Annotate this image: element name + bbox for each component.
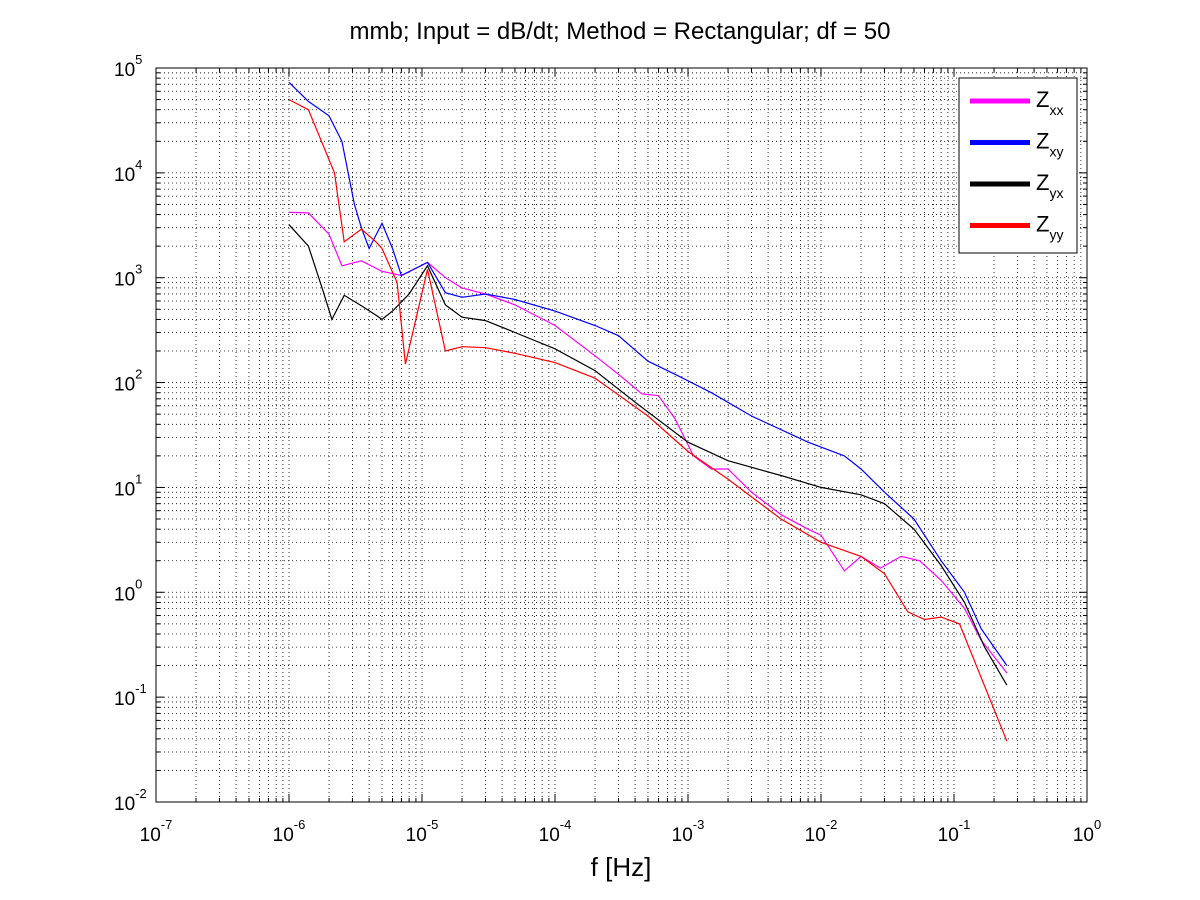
y-tick-label: 101: [114, 471, 142, 500]
y-tick-label: 100: [114, 576, 142, 605]
y-tick-label: 103: [114, 262, 142, 291]
x-tick-label: 10-3: [672, 817, 705, 846]
tick-labels: 10-7 10-6 10-5 10-4 10-3 10-2 10-1 100 10-2 10-1 1…: [114, 52, 1101, 846]
legend-label: Zyx: [1036, 170, 1063, 201]
series-line-zyy: [288, 99, 1008, 742]
series-lines: [288, 81, 1008, 742]
chart-title: mmb; Input = dB/dt; Method = Rectangular…: [349, 18, 891, 45]
y-tick-label: 10-1: [114, 681, 147, 710]
axes: [155, 67, 1088, 803]
legend: Zxx Zxy Zyx Zyy: [958, 77, 1078, 254]
x-tick-label: 10-5: [406, 817, 439, 846]
y-tick-label: 104: [114, 157, 142, 186]
x-tick-label: 10-7: [140, 817, 173, 846]
x-tick-label: 10-2: [805, 817, 838, 846]
plot-frame: [155, 67, 1088, 803]
series-line-zxy: [288, 81, 1008, 666]
x-tick-label: 10-6: [273, 817, 306, 846]
legend-label: Zxy: [1036, 129, 1063, 160]
x-tick-label: 10-4: [539, 817, 572, 846]
series-line-zyx: [288, 224, 1008, 686]
y-tick-label: 105: [114, 52, 142, 81]
x-tick-label: 100: [1073, 817, 1101, 846]
legend-label: Zxx: [1036, 87, 1063, 118]
series-line-zxx: [288, 211, 1008, 674]
y-tick-label: 102: [114, 367, 142, 396]
y-tick-label: 10-2: [114, 786, 147, 815]
grid: [156, 68, 1087, 802]
x-axis-label: f [Hz]: [590, 852, 652, 882]
legend-label: Zyy: [1036, 212, 1063, 243]
x-tick-label: 10-1: [938, 817, 971, 846]
